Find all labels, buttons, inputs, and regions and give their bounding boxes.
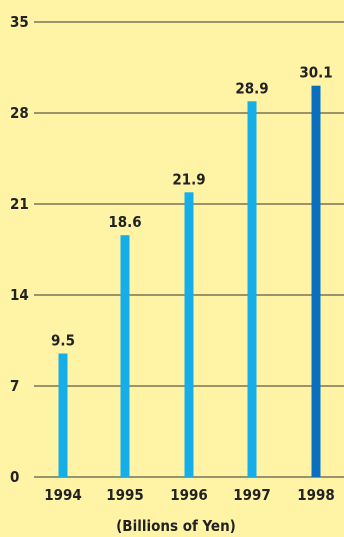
y-tick-label: 7 <box>10 377 19 395</box>
data-labels: 9.5 18.6 21.9 28.9 30.1 <box>51 64 333 350</box>
y-tick-label: 28 <box>10 104 29 122</box>
bar-1995 <box>120 235 130 477</box>
x-axis-label: (Billions of Yen) <box>116 517 236 535</box>
x-tick-label: 1998 <box>297 486 335 504</box>
x-axis-ticks: 1994 1995 1996 1997 1998 <box>44 486 335 504</box>
bar-1996 <box>184 192 194 478</box>
x-tick-label: 1997 <box>233 486 271 504</box>
x-tick-label: 1994 <box>44 486 82 504</box>
y-tick-label: 35 <box>10 13 29 31</box>
y-tick-label: 0 <box>10 468 19 486</box>
y-axis-ticks: 0 7 14 21 28 35 <box>10 13 29 486</box>
data-label: 18.6 <box>108 213 141 231</box>
data-label: 9.5 <box>51 332 75 350</box>
y-tick-label: 14 <box>10 286 29 304</box>
bar-1998 <box>311 85 321 477</box>
y-tick-label: 21 <box>10 195 29 213</box>
bar-1994 <box>58 353 68 477</box>
data-label: 30.1 <box>299 64 332 82</box>
data-label: 21.9 <box>172 170 205 188</box>
x-tick-label: 1996 <box>170 486 208 504</box>
data-label: 28.9 <box>235 79 268 97</box>
bar-1997 <box>247 101 257 478</box>
x-tick-label: 1995 <box>106 486 144 504</box>
bars <box>58 85 321 478</box>
